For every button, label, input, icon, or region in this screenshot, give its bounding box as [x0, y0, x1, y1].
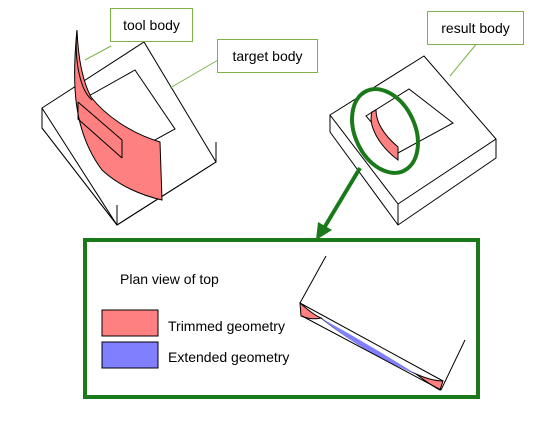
result-body-label: result body — [441, 20, 510, 36]
tool-body-callout: tool body — [110, 8, 193, 42]
result-trimmed-face — [370, 109, 399, 162]
highlight-arrow-head — [316, 222, 332, 240]
tool-body-label: tool body — [123, 17, 180, 33]
tool-body-edge — [75, 29, 93, 101]
result-body-callout: result body — [427, 11, 524, 45]
highlight-arrow — [322, 166, 362, 230]
tool-body-leader — [84, 45, 112, 61]
plan-straight-line — [299, 302, 444, 382]
result-body-leader — [449, 41, 479, 77]
target-body-pocket-overlay — [77, 101, 123, 159]
target-body-callout: target body — [217, 39, 318, 73]
legend-label-trimmed: Trimmed geometry — [168, 318, 285, 334]
legend-swatch-trimmed — [101, 309, 159, 337]
legend-label-extended: Extended geometry — [168, 349, 290, 365]
target-body-label: target body — [232, 48, 303, 64]
plan-trimmed-right — [415, 373, 444, 391]
highlight-ellipse — [350, 87, 420, 175]
plan-edge-left — [299, 255, 327, 304]
inset-title: Plan view of top — [120, 271, 219, 287]
plan-edge-right — [440, 339, 466, 391]
legend-swatch-extended — [101, 341, 159, 369]
tool-body-surface — [74, 29, 163, 201]
plan-curve — [301, 315, 442, 391]
plan-extended-region-fill — [321, 318, 416, 374]
target-body-leader — [169, 59, 219, 89]
